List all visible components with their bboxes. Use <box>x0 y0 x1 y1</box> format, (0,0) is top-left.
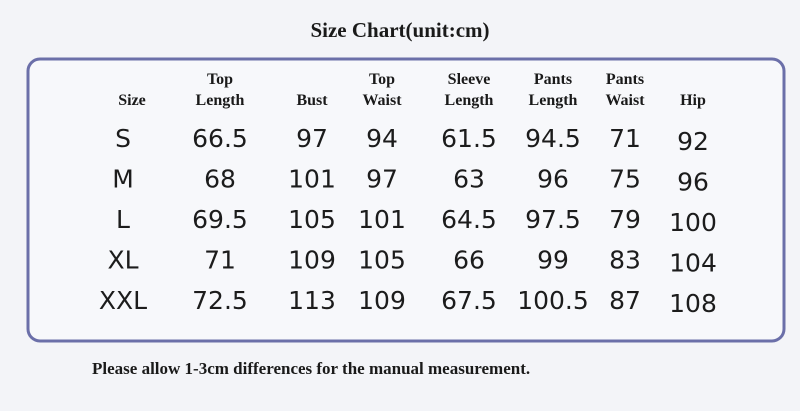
cell: 96 <box>677 168 709 197</box>
size-label: XL <box>107 246 138 275</box>
cell: 69.5 <box>192 205 248 234</box>
cell: 97 <box>296 124 328 153</box>
column-header: Length <box>196 92 245 109</box>
cell: 71 <box>204 246 236 275</box>
cell: 75 <box>609 165 641 194</box>
column-header: Length <box>529 92 578 109</box>
cell: 109 <box>358 286 406 315</box>
note: Please allow 1-3cm differences for the m… <box>92 359 530 378</box>
column-header: Size <box>118 92 146 109</box>
table-border <box>26 57 786 343</box>
cell: 108 <box>669 289 717 318</box>
column-header: Sleeve <box>448 71 491 88</box>
cell: 101 <box>288 165 336 194</box>
cell: 63 <box>453 165 485 194</box>
size-label: S <box>115 124 131 153</box>
cell: 109 <box>288 246 336 275</box>
title: Size Chart(unit:cm) <box>310 18 489 42</box>
cell: 71 <box>609 124 641 153</box>
cell: 97 <box>366 165 398 194</box>
cell: 87 <box>609 286 641 315</box>
cell: 101 <box>358 205 406 234</box>
column-header: Top <box>369 71 395 88</box>
cell: 100 <box>669 208 717 237</box>
cell: 66 <box>453 246 485 275</box>
cell: 79 <box>609 205 641 234</box>
cell: 68 <box>204 165 236 194</box>
cell: 99 <box>537 246 569 275</box>
column-header: Pants <box>606 71 644 88</box>
size-label: M <box>112 165 134 194</box>
cell: 67.5 <box>441 286 497 315</box>
cell: 66.5 <box>192 124 248 153</box>
column-header: Hip <box>680 92 706 109</box>
cell: 94 <box>366 124 398 153</box>
cell: 64.5 <box>441 205 497 234</box>
column-header: Bust <box>296 92 328 109</box>
cell: 97.5 <box>525 205 581 234</box>
column-header: Pants <box>534 71 572 88</box>
cell: 105 <box>288 205 336 234</box>
size-label: L <box>116 205 130 234</box>
cell: 104 <box>669 249 717 278</box>
cell: 96 <box>537 165 569 194</box>
column-header: Waist <box>362 92 402 109</box>
cell: 83 <box>609 246 641 275</box>
size-label: XXL <box>99 286 147 315</box>
cell: 92 <box>677 127 709 156</box>
cell: 113 <box>288 286 336 315</box>
cell: 94.5 <box>525 124 581 153</box>
cell: 61.5 <box>441 124 497 153</box>
cell: 105 <box>358 246 406 275</box>
cell: 72.5 <box>192 286 248 315</box>
column-header: Length <box>445 92 494 109</box>
column-header: Top <box>207 71 233 88</box>
column-header: Waist <box>605 92 645 109</box>
cell: 100.5 <box>517 286 589 315</box>
